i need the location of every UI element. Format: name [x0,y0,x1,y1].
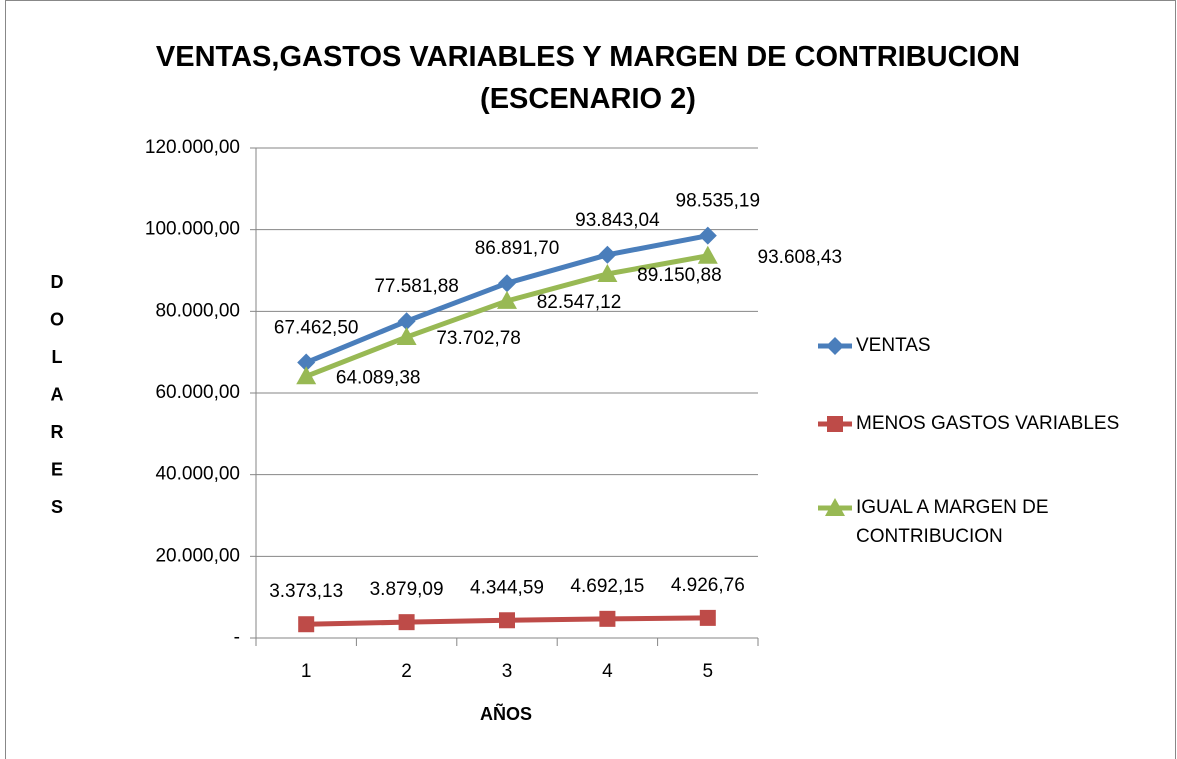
x-tick-label: 1 [301,661,312,682]
data-label: 86.891,70 [475,238,560,259]
x-tick-label: 5 [703,661,714,682]
data-point [599,610,616,627]
data-point [297,353,316,372]
x-axis-title: AÑOS [480,703,532,724]
data-label: 93.608,43 [758,247,843,268]
data-label: 3.879,09 [370,579,444,600]
y-tick-label: 40.000,00 [155,464,240,485]
data-point [498,274,516,293]
data-label: 4.344,59 [470,577,544,598]
y-tick-label: 60.000,00 [155,382,240,403]
x-tick-label: 3 [502,661,513,682]
data-point [398,614,415,631]
y-tick-label: 120.000,00 [145,137,240,158]
y-tick-label: 20.000,00 [155,545,240,566]
data-point [697,245,718,264]
data-label: 4.692,15 [570,576,644,597]
data-label: 3.373,13 [269,581,343,602]
data-point [397,312,416,331]
data-label: 77.581,88 [374,276,459,297]
y-tick-label: 100.000,00 [145,219,240,240]
data-label: 67.462,50 [274,318,359,339]
data-point [597,263,618,282]
data-label: 89.150,88 [637,265,722,286]
legend-label: MENOS GASTOS VARIABLES [856,413,1119,434]
data-label: 82.547,12 [537,292,622,313]
data-point [296,366,317,385]
legend-marker [827,416,843,432]
y-tick-label: 80.000,00 [155,300,240,321]
data-point [698,226,717,245]
data-label: 64.089,38 [336,367,421,388]
data-point [497,290,517,309]
data-label: 73.702,78 [436,328,521,349]
data-point [499,612,515,629]
data-point [699,609,716,626]
y-tick-label: - [234,627,240,648]
legend-marker [825,498,845,516]
x-tick-label: 2 [401,661,412,682]
chart-title: VENTAS,GASTOS VARIABLES Y MARGEN DE CONT… [156,41,1020,115]
legend-label: VENTAS [856,335,931,356]
data-label: 98.535,19 [676,191,761,212]
legend-marker [826,337,844,355]
chart-border [5,0,1176,759]
data-point [396,327,417,346]
x-tick-label: 4 [602,661,613,682]
legend-label: IGUAL A MARGEN DE CONTRIBUCION [856,497,1049,547]
data-label: 4.926,76 [671,575,745,596]
data-label: 93.843,04 [575,210,660,231]
data-point [598,245,617,264]
data-point [298,616,315,633]
